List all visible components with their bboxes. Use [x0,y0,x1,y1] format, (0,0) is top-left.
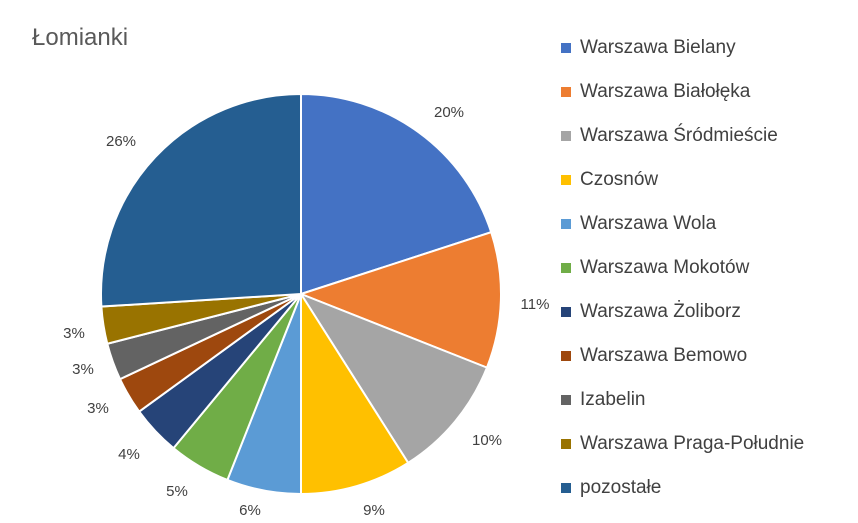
legend-label: Warszawa Bielany [580,37,736,58]
pie-slice-warszawa-bielany [300,92,493,296]
pie-slice-warszawa-srodmiescie [298,291,489,465]
data-label-warszawa-wola: 6% [239,502,261,519]
legend-label: Warszawa Mokotów [580,257,750,278]
legend-item-warszawa-zoliborz: Warszawa Żoliborz [561,290,804,334]
legend-swatch [561,219,571,229]
legend-swatch [561,43,571,53]
legend-swatch [561,351,571,361]
legend-label: Warszawa Białołęka [580,81,751,102]
pie-slice-czosnow [300,290,410,496]
legend-label: Izabelin [580,389,646,410]
legend-swatch [561,307,571,317]
pie-slice-pozostale [100,92,302,308]
data-label-izabelin: 3% [72,361,94,378]
data-label-warszawa-mokotow: 5% [166,483,188,500]
legend-swatch [561,87,571,97]
legend-swatch [561,263,571,273]
legend-swatch [561,395,571,405]
pie-slice-warszawa-bialoleka [298,230,502,369]
legend-label: Warszawa Wola [580,213,717,234]
data-label-czosnow: 9% [363,502,385,519]
legend-label: pozostałe [580,477,662,498]
legend-swatch [561,439,571,449]
chart-title: Łomianki [32,24,129,51]
data-label-warszawa-bielany: 20% [434,104,464,121]
data-label-warszawa-srodmiescie: 10% [472,432,502,449]
data-label-warszawa-zoliborz: 4% [118,446,140,463]
data-label-warszawa-praga-poludnie: 3% [63,325,85,342]
legend-item-pozostale: pozostałe [561,466,804,510]
legend-swatch [561,131,571,141]
pie-value-labels: 20% 11% 10% 9% 6% 5% 4% 3% 3% 3% 26% [63,104,549,519]
legend-swatch [561,175,571,185]
pie-slices [100,92,502,496]
legend-item-czosnow: Czosnów [561,158,804,202]
data-label-warszawa-bemowo: 3% [87,400,109,417]
legend-label: Warszawa Żoliborz [580,301,741,322]
legend-item-warszawa-bemowo: Warszawa Bemowo [561,334,804,378]
legend-label: Warszawa Praga-Południe [580,433,805,454]
legend: Warszawa Bielany Warszawa Białołęka Warsza… [561,26,804,510]
data-label-pozostale: 26% [106,133,136,150]
legend-item-warszawa-mokotow: Warszawa Mokotów [561,246,804,290]
legend-label: Warszawa Bemowo [580,345,748,366]
legend-item-warszawa-srodmiescie: Warszawa Śródmieście [561,114,804,158]
legend-item-warszawa-bielany: Warszawa Bielany [561,26,804,70]
legend-item-warszawa-bialoleka: Warszawa Białołęka [561,70,804,114]
legend-item-izabelin: Izabelin [561,378,804,422]
data-label-warszawa-bialoleka: 11% [521,296,550,313]
legend-item-warszawa-wola: Warszawa Wola [561,202,804,246]
legend-label: Czosnów [580,169,659,190]
legend-item-warszawa-praga-poludnie: Warszawa Praga-Południe [561,422,804,466]
legend-swatch [561,483,571,493]
legend-label: Warszawa Śródmieście [580,125,778,146]
